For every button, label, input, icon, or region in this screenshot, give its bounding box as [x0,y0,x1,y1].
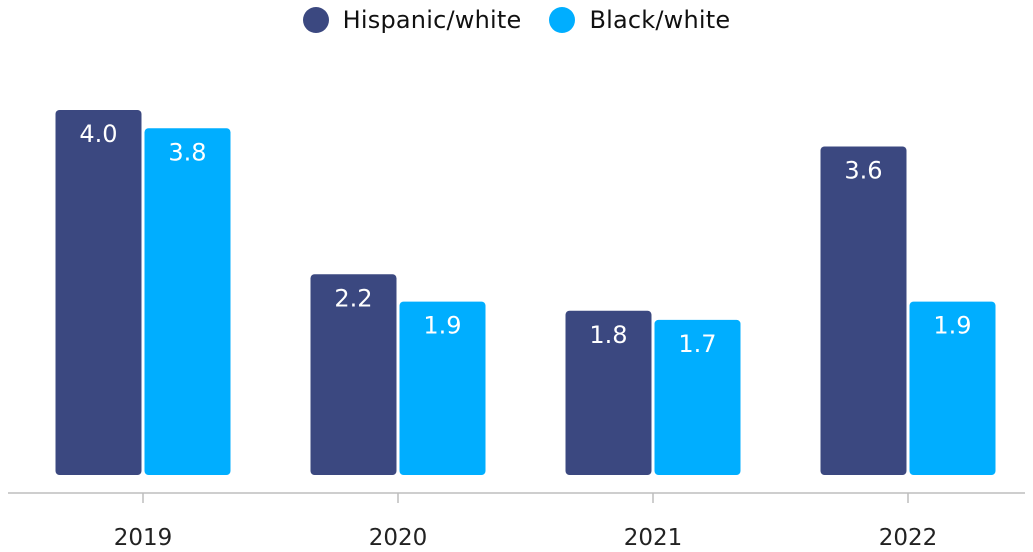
x-tick-label-2020: 2020 [369,525,428,551]
x-tick-label-2019: 2019 [114,525,173,551]
legend: Hispanic/white Black/white [0,6,1033,34]
x-tick-label-2021: 2021 [624,525,683,551]
data-label-black-white-2022: 1.9 [933,312,971,340]
bar-black-white-2021 [654,319,741,475]
data-label-black-white-2021: 1.7 [678,330,716,358]
bar-black-white-2022 [909,301,996,475]
x-tick-label-2022: 2022 [879,525,938,551]
bar-hispanic-white-2021 [565,310,652,475]
bar-hispanic-white-2022 [820,146,907,475]
bar-hispanic-white-2019 [55,110,142,475]
legend-item-black-white: Black/white [549,6,730,34]
legend-label-black-white: Black/white [589,6,731,34]
data-label-hispanic-white-2020: 2.2 [334,284,372,312]
data-label-hispanic-white-2022: 3.6 [844,157,882,185]
legend-swatch-black-white [549,7,576,33]
data-label-black-white-2020: 1.9 [423,312,461,340]
legend-item-hispanic-white: Hispanic/white [302,6,522,34]
data-label-black-white-2019: 3.8 [168,138,206,166]
bar-black-white-2019 [144,128,231,475]
data-label-hispanic-white-2021: 1.8 [589,321,627,349]
data-label-hispanic-white-2019: 4.0 [79,120,117,148]
bar-hispanic-white-2020 [310,274,397,475]
legend-label-hispanic-white: Hispanic/white [342,6,522,34]
legend-swatch-hispanic-white [302,7,329,33]
bar-black-white-2020 [399,301,486,475]
